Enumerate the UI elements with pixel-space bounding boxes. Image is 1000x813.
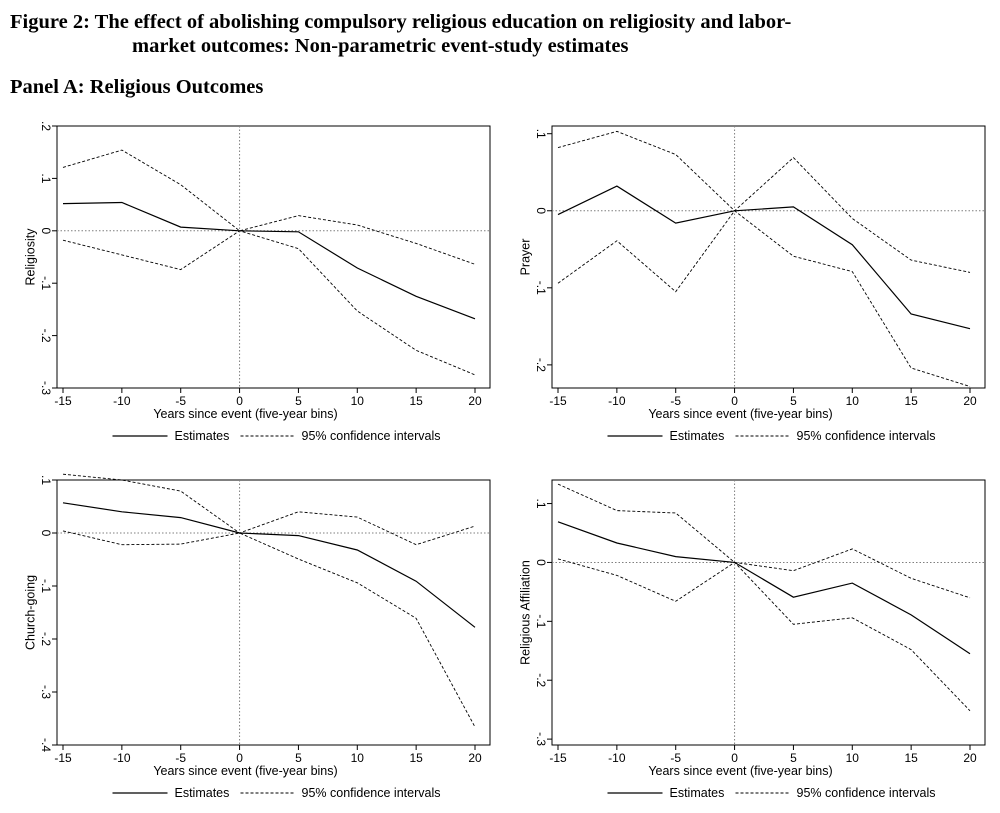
x-tick-label: 15	[409, 751, 423, 765]
x-tick-label: -10	[608, 751, 626, 765]
y-tick-label: -.1	[534, 614, 548, 628]
lower-ci-line	[557, 558, 971, 712]
y-tick-label: 0	[534, 207, 548, 214]
lower-ci-line	[557, 210, 971, 387]
legend-estimates-label: Estimates	[670, 786, 725, 800]
x-tick-label: 20	[468, 751, 482, 765]
upper-ci-line	[557, 483, 971, 599]
x-tick-label: -10	[113, 394, 131, 408]
plot-frame	[56, 125, 491, 389]
y-tick-label: 0	[39, 227, 53, 234]
x-axis-title: Years since event (five-year bins)	[648, 764, 832, 778]
y-tick-label: -.3	[39, 381, 53, 395]
lower-ci-line	[62, 230, 476, 376]
chart-3: -15 -10 -5 0 5 10 15 20 -.4 -.3 -.2 -.1 0 .1 Years sin…	[23, 473, 491, 800]
x-tick-label: 0	[236, 751, 243, 765]
upper-ci-line	[62, 149, 476, 265]
x-tick-label: -5	[175, 751, 186, 765]
x-tick-label: -15	[549, 751, 567, 765]
x-axis-title: Years since event (five-year bins)	[648, 407, 832, 421]
y-tick-label: 0	[534, 559, 548, 566]
y-tick-label: -.3	[39, 685, 53, 699]
legend-ci-label: 95% confidence intervals	[302, 786, 441, 800]
y-tick-label: -.2	[534, 358, 548, 372]
chart-1: -15 -10 -5 0 5 10 15 20 -.3 -.2 -.1 0 .1 .2 Years sinc…	[23, 121, 491, 443]
y-tick-label: -.4	[39, 738, 53, 752]
legend-ci-label: 95% confidence intervals	[797, 429, 936, 443]
y-tick-label: -.2	[534, 673, 548, 687]
x-tick-label: 5	[295, 394, 302, 408]
upper-ci-line	[557, 130, 971, 273]
legend-estimates-label: Estimates	[175, 429, 230, 443]
chart-4: -15 -10 -5 0 5 10 15 20 -.3 -.2 -.1 0 .1 Years since …	[518, 479, 986, 800]
x-tick-label: 5	[295, 751, 302, 765]
x-tick-label: 10	[846, 394, 860, 408]
estimate-line	[62, 502, 476, 628]
x-tick-label: -10	[608, 394, 626, 408]
x-tick-label: 5	[790, 751, 797, 765]
y-axis-title: Church-going	[23, 575, 37, 650]
y-axis-title: Prayer	[518, 239, 532, 276]
x-tick-label: -5	[670, 394, 681, 408]
legend-ci-label: 95% confidence intervals	[797, 786, 936, 800]
x-tick-label: -15	[54, 394, 72, 408]
x-tick-label: -5	[175, 394, 186, 408]
y-axis-title: Religiosity	[23, 228, 37, 286]
lower-ci-line	[62, 530, 476, 728]
y-tick-label: -.1	[39, 579, 53, 593]
figure-title-line-2: market outcomes: Non-parametric event-st…	[132, 35, 629, 57]
x-tick-label: 5	[790, 394, 797, 408]
panel-title: Panel A: Religious Outcomes	[10, 76, 264, 98]
y-tick-label: 0	[39, 530, 53, 537]
y-tick-label: -.1	[39, 276, 53, 290]
y-tick-label: .1	[39, 475, 53, 485]
y-tick-label: -.2	[39, 632, 53, 646]
legend-estimates-label: Estimates	[670, 429, 725, 443]
figure-title: Figure 2: The effect of abolishing compu…	[10, 10, 990, 58]
x-tick-label: -5	[670, 751, 681, 765]
plot-frame	[551, 125, 986, 389]
upper-ci-line	[62, 473, 476, 546]
x-tick-label: 10	[846, 751, 860, 765]
y-tick-label: -.1	[534, 281, 548, 295]
y-tick-label: -.2	[39, 329, 53, 343]
x-tick-label: 20	[963, 394, 977, 408]
x-tick-label: 10	[351, 751, 365, 765]
x-axis-title: Years since event (five-year bins)	[153, 764, 337, 778]
y-tick-label: .1	[534, 129, 548, 139]
x-tick-label: 0	[731, 751, 738, 765]
estimate-line	[557, 185, 971, 330]
x-tick-label: 10	[351, 394, 365, 408]
figure-title-line-1: Figure 2: The effect of abolishing compu…	[10, 11, 792, 33]
estimate-line	[62, 201, 476, 320]
y-tick-label: -.3	[534, 732, 548, 746]
x-tick-label: 20	[963, 751, 977, 765]
chart-2: -15 -10 -5 0 5 10 15 20 -.2 -.1 0 .1 Years since eve…	[518, 125, 986, 443]
y-axis-title: Religious Affiliation	[518, 560, 532, 665]
y-tick-label: .1	[534, 499, 548, 509]
legend-ci-label: 95% confidence intervals	[302, 429, 441, 443]
x-tick-label: -15	[54, 751, 72, 765]
x-tick-label: 15	[409, 394, 423, 408]
y-tick-label: .2	[39, 121, 53, 131]
x-axis-title: Years since event (five-year bins)	[153, 407, 337, 421]
plot-frame	[56, 479, 491, 746]
x-tick-label: 20	[468, 394, 482, 408]
legend-estimates-label: Estimates	[175, 786, 230, 800]
y-tick-label: .1	[39, 173, 53, 183]
x-tick-label: -10	[113, 751, 131, 765]
x-tick-label: 0	[236, 394, 243, 408]
estimate-line	[557, 521, 971, 655]
x-tick-label: 15	[904, 394, 918, 408]
x-tick-label: -15	[549, 394, 567, 408]
x-tick-label: 15	[904, 751, 918, 765]
x-tick-label: 0	[731, 394, 738, 408]
plot-frame	[551, 479, 986, 746]
